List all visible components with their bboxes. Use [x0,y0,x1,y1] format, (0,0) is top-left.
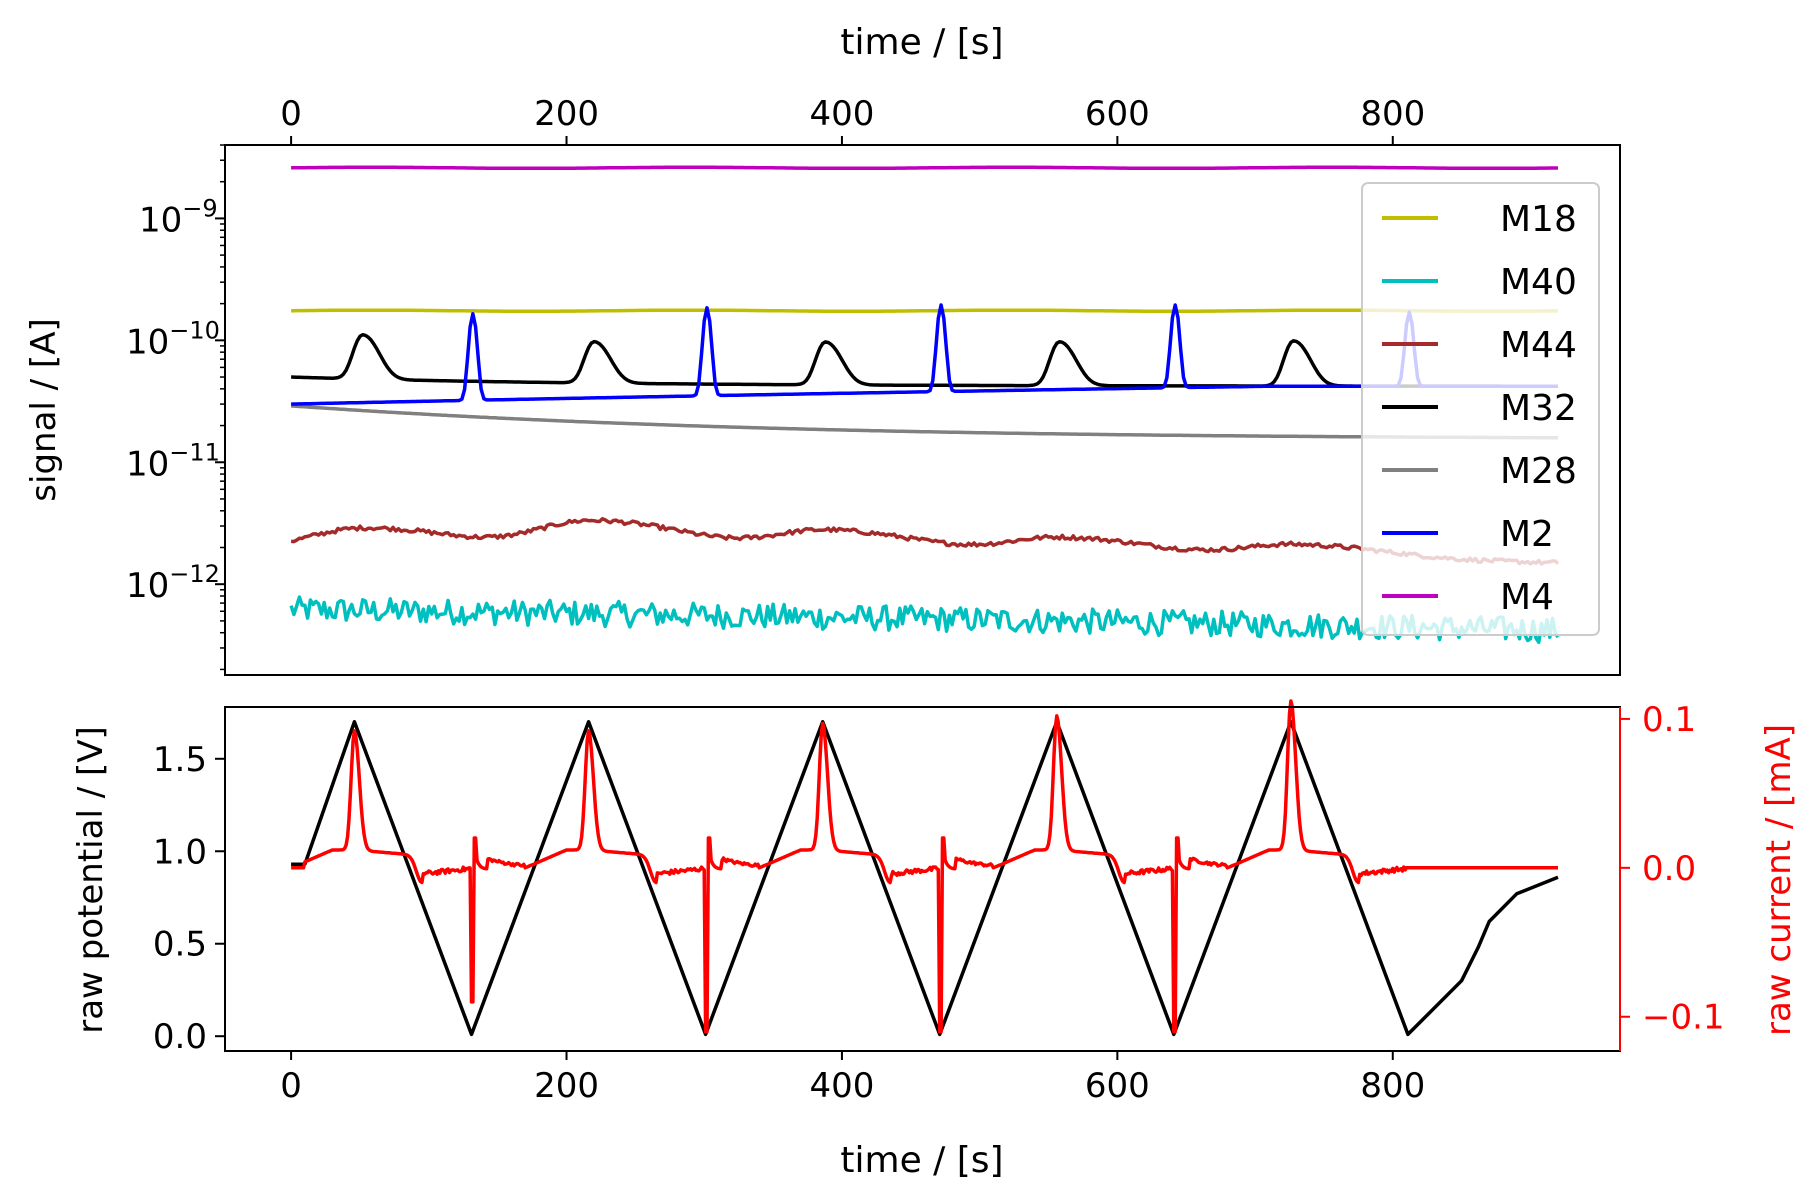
bottom-y-tick-label: 1.0 [153,832,207,872]
bottom-y2-tick-label: −0.1 [1642,998,1725,1038]
top-y-tick-label: 10−10 [126,316,220,362]
bottom-x-tick-label: 0 [280,1066,302,1106]
series-line-m18 [291,308,1559,313]
legend: M18 M40 M44 M32 M28 M2 M4 [1361,182,1600,636]
top-y-tick-label: 10−11 [126,438,220,484]
bottom-y-tick-label: 0.0 [153,1017,207,1057]
top-panel: 0 200 400 600 800 10−9 10−10 10−11 10−12 time /… [24,22,1621,676]
legend-items: M18 M40 M44 M32 M28 M2 M4 [1382,199,1577,618]
bottom-x-ticks: 0 200 400 600 800 [280,1051,1425,1106]
legend-label-m40: M40 [1500,262,1577,303]
bottom-axes-frame [224,706,1621,1052]
bottom-x-tick-label: 200 [534,1066,599,1106]
series-line-m28 [290,404,1558,440]
bottom-y-axis-label: raw potential / [V] [71,726,111,1034]
bottom-y-ticks: 0.0 0.5 1.0 1.5 [153,740,225,1057]
series-line-raw-current [290,699,1559,1034]
legend-label-m28: M28 [1500,451,1577,492]
top-x-tick-label: 800 [1360,94,1425,134]
bottom-y2-axis-label: raw current / [mA] [1759,724,1799,1036]
top-y-axis-label: signal / [A] [24,318,64,501]
bottom-x-tick-label: 800 [1360,1066,1425,1106]
series-line-raw-potential [291,720,1559,1037]
top-series-group [289,165,1560,645]
bottom-y2-tick-label: 0.0 [1642,849,1696,889]
top-x-ticks: 0 200 400 600 800 [280,94,1425,145]
top-y-tick-label: 10−9 [139,194,218,240]
series-line-m40 [289,595,1560,645]
top-y-ticks: 10−9 10−10 10−11 10−12 [126,144,225,671]
legend-label-m32: M32 [1500,388,1577,429]
legend-label-m18: M18 [1500,199,1577,240]
bottom-y2-ticks: −0.1 0.0 0.1 [1619,700,1725,1051]
bottom-x-axis-label: time / [s] [840,1140,1003,1181]
top-x-axis-label: time / [s] [840,22,1003,63]
bottom-x-tick-label: 400 [809,1066,874,1106]
legend-frame [1361,182,1600,636]
bottom-y-tick-label: 0.5 [153,925,207,965]
bottom-y2-tick-label: 0.1 [1642,700,1696,740]
top-x-tick-label: 400 [809,94,874,134]
top-x-tick-label: 200 [534,94,599,134]
legend-label-m44: M44 [1500,325,1577,366]
legend-label-m4: M4 [1500,577,1554,618]
top-x-tick-label: 0 [280,94,302,134]
bottom-panel: 0 200 400 600 800 0.0 0.5 1.0 1.5 −0.1 0.0 0.1 ti… [71,699,1799,1181]
series-line-m2 [291,303,1558,406]
bottom-series-group [290,699,1559,1037]
bottom-x-tick-label: 600 [1085,1066,1150,1106]
legend-label-m2: M2 [1500,514,1554,555]
top-x-tick-label: 600 [1085,94,1150,134]
top-axes-frame [224,144,1621,676]
top-y-tick-label: 10−12 [126,560,220,606]
series-line-m4 [291,165,1558,171]
bottom-y-tick-label: 1.5 [153,740,207,780]
series-line-m44 [290,517,1560,566]
